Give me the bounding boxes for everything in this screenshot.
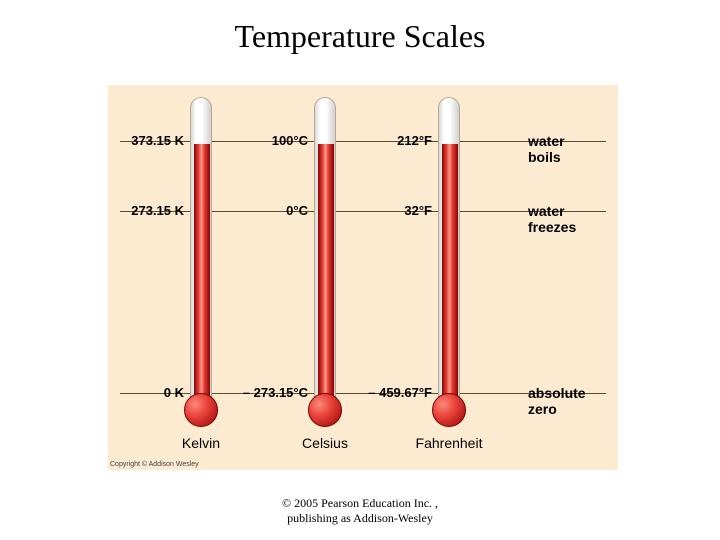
label-kelvin-boils: 373.15 K [118,133,184,148]
label-fahrenheit-abszero: – 459.67°F [350,385,432,400]
page-title: Temperature Scales [0,0,720,55]
scale-name-kelvin: Kelvin [161,435,241,451]
slide-footer: © 2005 Pearson Education Inc. , publishi… [0,496,720,526]
scale-name-fahrenheit: Fahrenheit [409,435,489,451]
thermometer-tube [314,97,336,407]
thermometer-celsius [314,97,336,427]
scale-name-celsius: Celsius [285,435,365,451]
footer-line1: © 2005 Pearson Education Inc. , [0,496,720,511]
label-celsius-abszero: – 273.15°C [226,385,308,400]
thermometer-mercury [194,144,210,406]
state-label-boils: water boils [528,133,598,165]
thermometer-tube [438,97,460,407]
thermometer-bulb-icon [308,393,342,427]
thermometer-bulb-icon [432,393,466,427]
label-kelvin-freezes: 273.15 K [118,203,184,218]
label-fahrenheit-freezes: 32°F [352,203,432,218]
state-label-abszero: absolute zero [528,385,598,417]
thermometer-mercury [318,144,334,406]
label-celsius-freezes: 0°C [228,203,308,218]
footer-line2: publishing as Addison-Wesley [0,511,720,526]
label-fahrenheit-boils: 212°F [352,133,432,148]
figure-copyright: Copyright © Addison Wesley [110,461,199,468]
thermometer-tube [190,97,212,407]
thermometer-mercury [442,144,458,406]
state-label-freezes: water freezes [528,203,598,235]
thermometer-fahrenheit [438,97,460,427]
thermometer-kelvin [190,97,212,427]
label-celsius-boils: 100°C [228,133,308,148]
temperature-scales-figure: 373.15 K 273.15 K 0 K 100°C 0°C – 273.15… [108,85,618,470]
label-kelvin-abszero: 0 K [118,385,184,400]
thermometer-bulb-icon [184,393,218,427]
